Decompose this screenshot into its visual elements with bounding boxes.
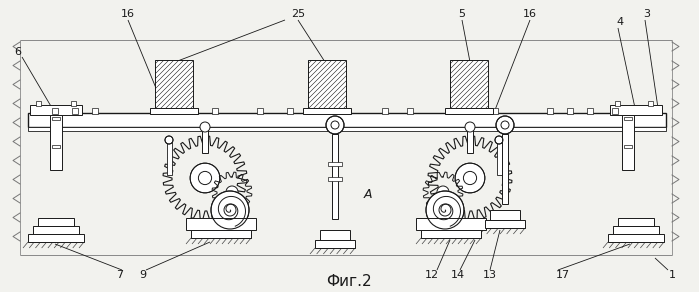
Bar <box>287 108 293 114</box>
Bar <box>172 108 178 114</box>
Bar <box>618 218 654 226</box>
Bar <box>452 108 458 114</box>
Bar <box>416 218 486 230</box>
Bar <box>615 101 620 106</box>
Bar <box>622 115 634 170</box>
Text: 12: 12 <box>425 270 439 280</box>
Bar <box>320 230 350 240</box>
Bar <box>492 108 498 114</box>
Circle shape <box>326 116 344 134</box>
Bar <box>315 240 355 248</box>
Bar <box>150 108 198 114</box>
Bar <box>308 60 346 108</box>
Bar <box>485 220 525 228</box>
Bar <box>547 108 553 114</box>
Bar <box>186 218 256 230</box>
Circle shape <box>226 186 238 198</box>
Bar <box>192 108 198 114</box>
Bar <box>33 226 79 234</box>
Bar <box>36 101 41 106</box>
Circle shape <box>496 116 514 134</box>
Bar <box>38 218 74 226</box>
Bar <box>612 108 618 114</box>
Bar <box>472 108 478 114</box>
Bar <box>332 134 338 219</box>
Bar <box>52 145 60 148</box>
Bar <box>308 60 346 108</box>
Bar <box>450 60 488 108</box>
Bar <box>52 108 58 114</box>
Text: 25: 25 <box>291 9 305 19</box>
Circle shape <box>465 122 475 132</box>
Bar <box>303 108 351 114</box>
Text: 7: 7 <box>117 270 124 280</box>
Circle shape <box>200 122 210 132</box>
Bar <box>28 127 666 131</box>
Text: 16: 16 <box>523 9 537 19</box>
Bar <box>191 230 251 238</box>
Text: 4: 4 <box>617 17 624 27</box>
Text: 5: 5 <box>459 9 466 19</box>
Bar <box>28 234 84 242</box>
Text: 16: 16 <box>121 9 135 19</box>
Bar <box>502 134 508 204</box>
Bar <box>30 105 82 115</box>
Bar <box>92 108 98 114</box>
Circle shape <box>211 191 249 229</box>
Bar <box>490 210 520 220</box>
Bar <box>610 105 662 115</box>
Bar <box>71 101 76 106</box>
Bar <box>155 60 193 108</box>
Text: 9: 9 <box>139 270 147 280</box>
Bar <box>257 108 263 114</box>
Bar <box>52 117 60 120</box>
Circle shape <box>455 163 485 193</box>
Bar <box>587 108 593 114</box>
Bar <box>202 127 208 153</box>
Text: 14: 14 <box>451 270 465 280</box>
Circle shape <box>165 136 173 144</box>
Circle shape <box>495 136 503 144</box>
Bar <box>328 177 342 181</box>
Bar <box>613 226 659 234</box>
Text: 1: 1 <box>668 270 675 280</box>
Bar <box>212 108 218 114</box>
Bar <box>328 162 342 166</box>
Bar <box>450 60 488 108</box>
Circle shape <box>190 163 220 193</box>
Bar <box>28 113 666 127</box>
Bar <box>50 115 62 170</box>
Bar <box>407 108 413 114</box>
Circle shape <box>437 186 449 198</box>
Bar <box>155 60 193 108</box>
Text: 6: 6 <box>15 47 22 57</box>
Text: Фиг.2: Фиг.2 <box>326 274 372 288</box>
Bar <box>624 145 632 148</box>
Bar <box>307 108 313 114</box>
Bar <box>445 108 493 114</box>
Bar <box>167 140 172 175</box>
Text: А: А <box>363 189 373 201</box>
Bar <box>421 230 481 238</box>
Circle shape <box>426 191 464 229</box>
Bar <box>467 127 473 153</box>
Bar <box>382 108 388 114</box>
Bar <box>648 101 653 106</box>
Bar <box>497 140 502 175</box>
Text: 3: 3 <box>644 9 651 19</box>
Text: 13: 13 <box>483 270 497 280</box>
Bar <box>72 108 78 114</box>
Bar <box>567 108 573 114</box>
Bar <box>624 117 632 120</box>
Text: 17: 17 <box>556 270 570 280</box>
Bar <box>608 234 664 242</box>
